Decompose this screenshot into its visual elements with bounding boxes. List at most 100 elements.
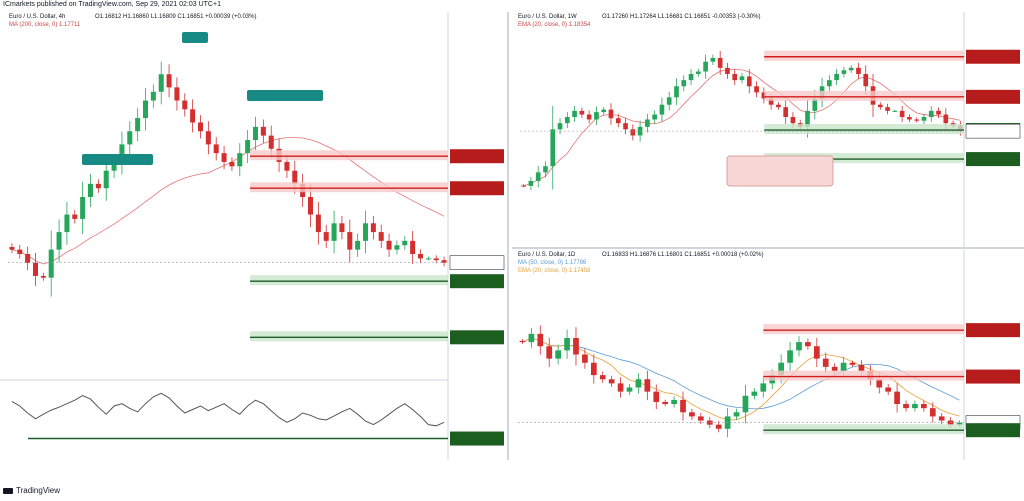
candle-body — [111, 161, 117, 171]
candle-body — [252, 126, 259, 140]
candle-body — [659, 104, 665, 115]
candle-body — [213, 144, 219, 154]
candle-body — [715, 424, 722, 429]
candle-body — [142, 100, 149, 119]
candle-body — [555, 350, 561, 359]
candle-body — [617, 383, 624, 392]
level-zone — [763, 324, 964, 335]
candle-body — [64, 214, 70, 233]
candle-body — [331, 223, 337, 241]
candle-body — [768, 98, 774, 105]
chart-1w-title: Euro / U.S. Dollar, 1W — [518, 14, 577, 20]
candle-body — [615, 118, 621, 124]
chart-1d-ema: EMA (20, close, 0) 1.17458 — [518, 268, 591, 274]
candle-body — [197, 122, 204, 132]
candle-body — [921, 117, 927, 121]
level-zone — [764, 153, 964, 164]
candle-body — [840, 362, 847, 372]
candle-body — [550, 129, 556, 167]
candle-body — [787, 350, 793, 363]
chart-1w-panel[interactable]: Euro / U.S. Dollar, 1W O1.17260 H1.17264… — [512, 12, 1024, 247]
candle-body — [856, 67, 861, 74]
publisher-header: ICmarkets published on TradingView.com, … — [3, 1, 221, 8]
ma-50-line — [522, 337, 960, 410]
level-zone — [250, 275, 448, 286]
chart-1w-svg[interactable] — [512, 12, 1024, 247]
candle-body — [370, 223, 376, 233]
candle-body — [778, 362, 784, 376]
tradingview-brand: TradingView — [16, 486, 61, 495]
candle-body — [680, 399, 686, 413]
candle-body — [564, 337, 570, 351]
candle-body — [573, 337, 579, 355]
candle-body — [907, 117, 912, 120]
candle-body — [666, 97, 672, 105]
candle-body — [528, 180, 534, 186]
level-zone — [763, 424, 964, 435]
candle-body — [245, 140, 251, 154]
candle-body — [87, 183, 94, 197]
candle-body — [543, 166, 548, 173]
candle-body — [608, 109, 614, 119]
candle-body — [402, 240, 408, 246]
candle-body — [848, 67, 854, 71]
chart-1d-panel[interactable]: Euro / U.S. Dollar, 1D O1.16833 H1.16876… — [512, 250, 1024, 460]
candle-body — [127, 131, 133, 145]
candle-body — [386, 240, 392, 250]
candle-body — [751, 391, 758, 396]
candle-body — [229, 161, 235, 167]
price-label-box — [966, 369, 1020, 384]
candle-body — [841, 70, 847, 74]
annotation-tag — [182, 32, 208, 43]
candle-body — [315, 214, 321, 233]
candle-body — [221, 153, 227, 162]
panel-divider-vertical — [507, 12, 509, 460]
candle-body — [903, 404, 909, 409]
tradingview-logo-icon — [3, 487, 13, 494]
chart-1d-title: Euro / U.S. Dollar, 1D — [518, 252, 576, 258]
candle-body — [645, 119, 650, 127]
candle-body — [260, 126, 266, 136]
candle-body — [40, 275, 46, 278]
candle-body — [877, 104, 883, 108]
candle-body — [150, 91, 156, 101]
candle-body — [688, 73, 694, 81]
chart-1d-svg[interactable] — [512, 250, 1024, 460]
candle-body — [17, 249, 23, 254]
candle-body — [166, 74, 172, 88]
candle-body — [80, 197, 86, 219]
level-zone — [250, 331, 448, 342]
candle-body — [938, 416, 945, 421]
candle-body — [347, 232, 353, 250]
chart-4h-panel[interactable]: Euro / U.S. Dollar, 4h O1.16812 H1.16860… — [0, 12, 505, 460]
candle-body — [237, 153, 243, 167]
price-label-box — [965, 123, 1021, 139]
candle-body — [754, 86, 759, 93]
annotation-tag — [82, 154, 153, 165]
candle-body — [849, 362, 856, 365]
chart-4h-svg[interactable] — [0, 12, 505, 460]
candle-body — [732, 73, 738, 81]
candle-body — [339, 223, 345, 233]
candle-body — [885, 387, 892, 392]
candle-body — [776, 104, 781, 108]
candle-body — [572, 110, 577, 118]
candle-body — [205, 131, 211, 145]
chart-4h-indicator: MA (200, close, 0) 1.17711 — [9, 22, 81, 28]
candle-body — [190, 109, 196, 123]
stoch-line — [11, 392, 445, 427]
candle-body — [760, 383, 767, 392]
candle-body — [805, 110, 810, 127]
candle-body — [674, 86, 679, 98]
candle-body — [594, 112, 599, 120]
candle-body — [630, 129, 636, 136]
candle-body — [742, 395, 749, 413]
candle-body — [623, 123, 628, 130]
candle-body — [644, 379, 651, 392]
price-label-box — [966, 323, 1020, 338]
price-label-box — [966, 89, 1020, 104]
candle-body — [671, 399, 677, 405]
candle-body — [590, 362, 597, 376]
candle-body — [936, 110, 941, 115]
candle-body — [706, 420, 713, 425]
